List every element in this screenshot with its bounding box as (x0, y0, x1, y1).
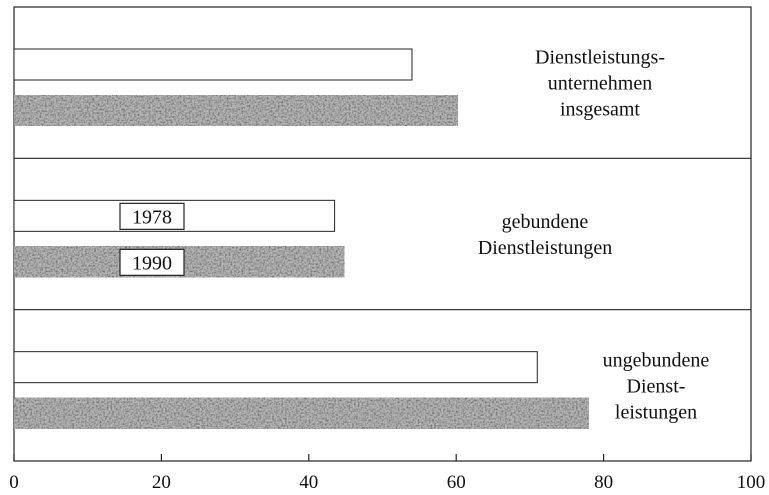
category-label: Dienstleistungs- (535, 47, 665, 69)
category-label: leistungen (615, 401, 697, 423)
bar-1978-0 (13, 48, 413, 81)
bar-1990-0 (13, 94, 459, 127)
category-label: unternehmen (548, 73, 652, 95)
category-label: Dienst- (627, 375, 686, 397)
category-label: ungebundene (603, 349, 710, 371)
x-tick-label: 80 (594, 472, 613, 493)
legend-label-1978: 1978 (132, 206, 172, 228)
legend-box-1978 (119, 202, 185, 230)
legend-label-1990: 1990 (132, 252, 172, 274)
category-label: gebundene (502, 211, 589, 233)
x-tick-label: 60 (447, 472, 466, 493)
x-tick-label: 0 (9, 472, 19, 493)
x-tick-label: 20 (152, 472, 171, 493)
bar-1978-2 (13, 351, 538, 384)
x-tick-label: 100 (737, 472, 766, 493)
plot-frame (13, 6, 752, 462)
category-label: insgesamt (560, 99, 640, 121)
x-tick-label: 40 (299, 472, 318, 493)
legend-box-1990 (119, 248, 185, 276)
category-label: Dienstleistungen (478, 237, 612, 259)
bar-1990-2 (13, 397, 590, 430)
